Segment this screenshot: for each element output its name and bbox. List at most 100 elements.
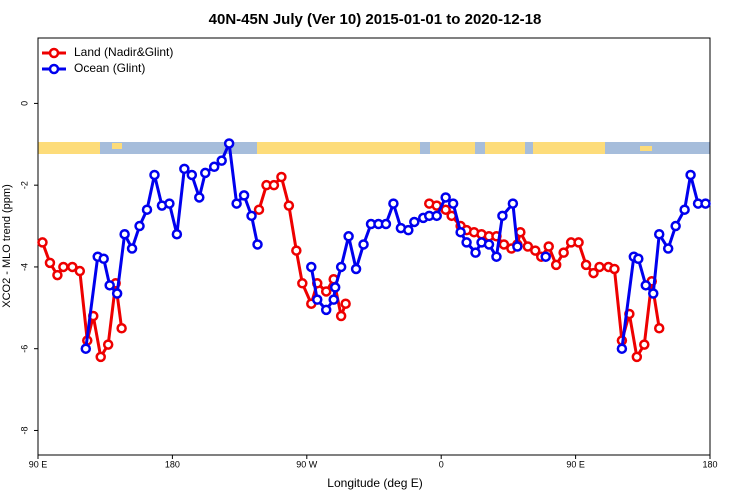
y-tick-label: -8 [19,426,29,434]
data-point [440,192,451,203]
x-tick-label: 90 E [29,459,48,469]
data-point [507,198,519,209]
land-mask [640,146,652,151]
data-point [149,169,160,181]
data-point [283,200,295,211]
data-point [653,323,665,334]
legend-entry: Ocean (Glint) [42,61,145,75]
data-point [276,171,287,183]
data-point [116,323,127,334]
data-point [104,280,115,291]
data-point [403,224,414,236]
data-point [37,237,48,248]
data-point [461,237,472,248]
legend-marker [48,63,60,75]
x-axis-label: Longitude (deg E) [327,476,422,490]
legend-label: Land (Nadir&Glint) [74,45,173,59]
land-mask [430,142,475,154]
y-tick-label: 0 [19,101,29,106]
data-point [328,294,339,305]
data-point [208,161,220,173]
data-point [179,163,190,175]
data-point [670,220,681,232]
data-point [80,343,92,354]
data-point [231,198,242,209]
x-tick-label: 180 [702,459,717,469]
data-point [609,263,620,275]
data-point [491,251,502,262]
data-point [194,192,205,203]
data-point [306,261,317,273]
data-point [380,218,392,230]
data-point [540,251,551,262]
data-point [102,339,114,350]
data-point [238,190,250,201]
data-point [470,247,481,258]
data-point [141,204,153,215]
data-point [580,259,592,271]
data-point [297,278,308,289]
data-point [98,253,109,265]
data-point [633,253,644,265]
data-point [340,298,351,309]
data-point [223,138,235,149]
y-axis-label: XCO2 - MLO trend (ppm) [1,184,13,307]
data-point [44,257,56,269]
data-point [483,239,495,250]
data-point [455,226,466,238]
data-point [246,210,257,222]
plot-frame [37,37,711,456]
data-point [431,210,442,222]
data-point [253,204,265,215]
data-point [558,247,569,258]
land-mask-strip [38,142,710,154]
data-point [320,304,332,316]
land-mask [112,143,122,149]
data-point [358,239,369,250]
data-point [335,261,347,273]
data-point [700,198,711,209]
chart-title: 40N-45N July (Ver 10) 2015-01-01 to 2020… [209,11,542,28]
data-point [111,288,123,299]
data-point [320,286,332,297]
data-point [200,167,211,179]
data-point [447,198,459,209]
data-point [312,294,323,305]
land-mask [533,142,605,154]
data-point [164,198,175,209]
data-point [573,237,584,248]
legend-entry: Land (Nadir&Glint) [42,45,173,59]
data-point [648,288,659,299]
data-point [58,261,69,273]
data-point [512,241,523,252]
data-point [639,339,650,350]
x-tick-label: 90 E [566,459,585,469]
data-point [95,351,106,363]
data-point [497,210,508,222]
x-tick-label: 0 [439,459,444,469]
data-point [126,243,138,254]
data-point [186,169,198,181]
data-point [685,169,696,181]
data-point [440,204,451,215]
data-point [530,245,541,256]
land-mask [257,142,420,154]
data-point [679,204,690,215]
data-point [252,239,263,250]
data-point [134,220,145,232]
data-point [67,261,78,273]
data-point [171,228,183,240]
x-tick-label: 180 [165,459,180,469]
data-point [119,228,130,240]
data-point [588,267,599,279]
legend-marker [48,47,60,59]
x-tick-label: 90 W [296,459,318,469]
data-point [640,280,652,291]
land-mask [485,142,525,154]
data-point [550,259,562,271]
legend-label: Ocean (Glint) [74,61,145,75]
data-point [616,343,628,354]
data-point [662,243,674,254]
data-point [268,179,280,191]
